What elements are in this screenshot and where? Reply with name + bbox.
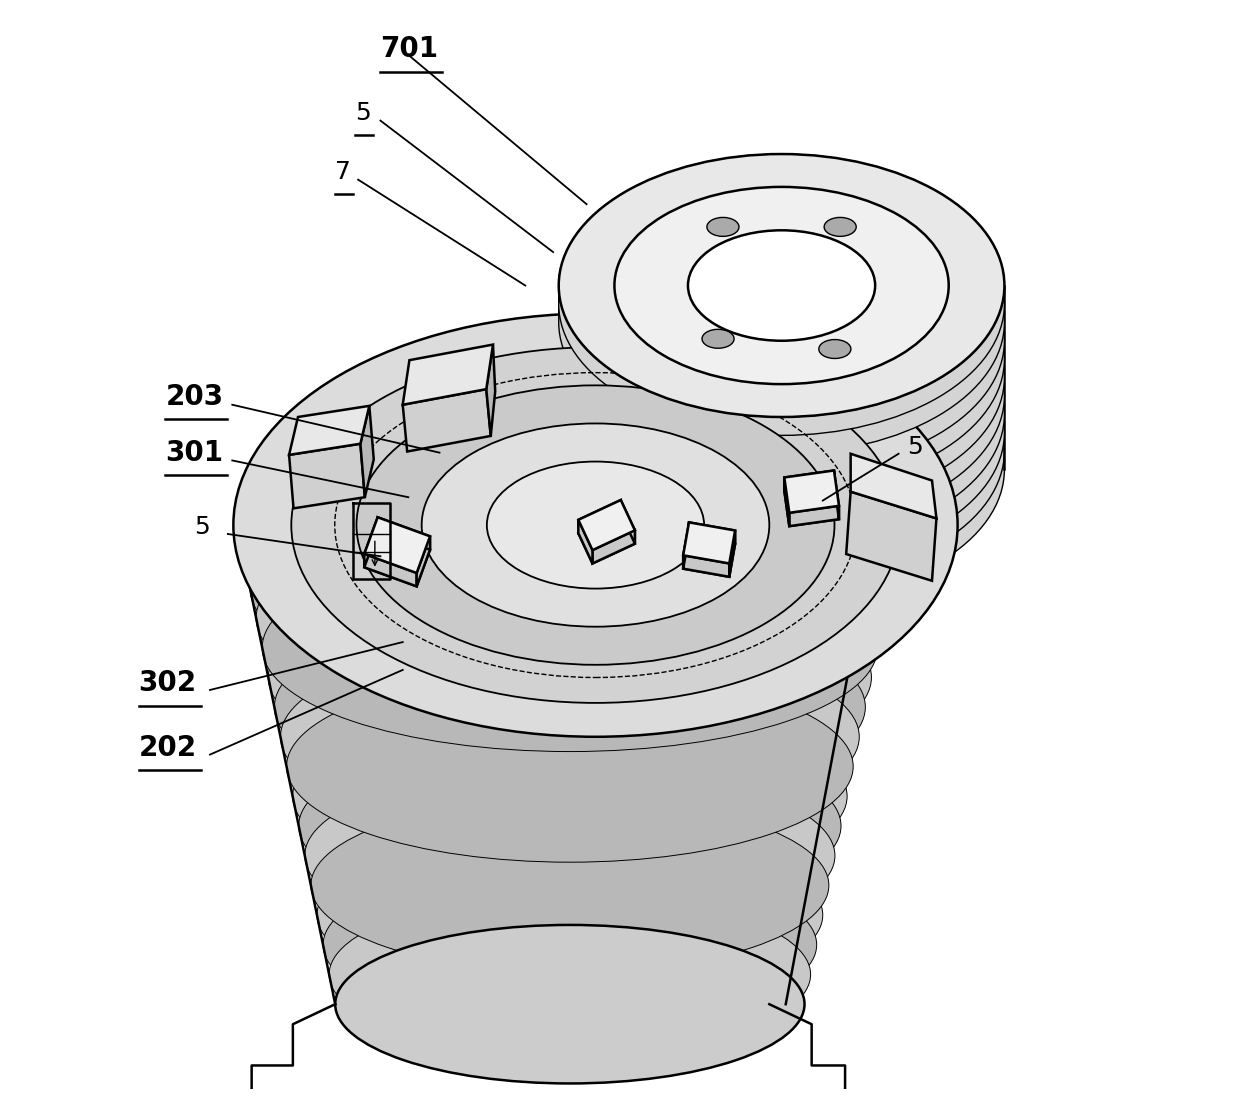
Ellipse shape [356, 385, 835, 665]
Polygon shape [835, 470, 839, 519]
Polygon shape [578, 500, 621, 533]
Ellipse shape [559, 209, 1004, 472]
Ellipse shape [262, 544, 878, 752]
Text: 203: 203 [165, 383, 223, 411]
Ellipse shape [487, 461, 704, 589]
Polygon shape [365, 554, 417, 586]
Polygon shape [578, 514, 635, 563]
Polygon shape [683, 555, 729, 576]
Ellipse shape [559, 163, 1004, 427]
Text: 701: 701 [381, 36, 439, 64]
Polygon shape [365, 531, 430, 586]
Ellipse shape [559, 328, 1004, 592]
Polygon shape [593, 531, 635, 563]
Ellipse shape [559, 292, 1004, 555]
Ellipse shape [305, 766, 835, 945]
Ellipse shape [559, 237, 1004, 499]
Ellipse shape [324, 861, 817, 1028]
Polygon shape [365, 517, 430, 573]
Ellipse shape [250, 480, 889, 696]
Polygon shape [785, 470, 839, 513]
Polygon shape [729, 531, 735, 576]
Ellipse shape [559, 172, 1004, 436]
Text: 202: 202 [139, 734, 197, 762]
Ellipse shape [559, 283, 1004, 546]
Polygon shape [785, 470, 835, 490]
Ellipse shape [244, 448, 895, 669]
Ellipse shape [559, 302, 1004, 564]
Ellipse shape [707, 218, 739, 237]
Ellipse shape [559, 246, 1004, 509]
Text: 5: 5 [908, 436, 924, 459]
Ellipse shape [559, 154, 1004, 417]
Polygon shape [365, 517, 378, 567]
Ellipse shape [317, 830, 823, 1001]
Ellipse shape [818, 340, 851, 359]
Ellipse shape [293, 703, 847, 890]
Ellipse shape [559, 255, 1004, 518]
Ellipse shape [257, 512, 884, 724]
Polygon shape [289, 443, 365, 508]
Polygon shape [578, 500, 635, 550]
Ellipse shape [335, 925, 805, 1083]
Text: 5: 5 [195, 515, 210, 540]
Ellipse shape [329, 894, 811, 1056]
Polygon shape [621, 500, 635, 544]
Polygon shape [361, 405, 373, 497]
Ellipse shape [233, 314, 957, 737]
Text: 302: 302 [139, 669, 197, 697]
Polygon shape [846, 491, 936, 581]
Ellipse shape [291, 347, 900, 703]
Ellipse shape [559, 200, 1004, 462]
Ellipse shape [559, 274, 1004, 536]
Ellipse shape [286, 671, 853, 862]
Polygon shape [578, 519, 593, 563]
Polygon shape [689, 523, 735, 544]
Ellipse shape [559, 319, 1004, 582]
Polygon shape [785, 484, 839, 526]
Ellipse shape [559, 182, 1004, 445]
Ellipse shape [268, 575, 872, 780]
Polygon shape [683, 523, 735, 563]
Ellipse shape [422, 423, 769, 627]
Polygon shape [417, 536, 430, 586]
Ellipse shape [299, 734, 841, 917]
Ellipse shape [559, 154, 1004, 417]
Polygon shape [486, 344, 495, 436]
Polygon shape [683, 536, 735, 576]
Ellipse shape [559, 265, 1004, 527]
Ellipse shape [559, 219, 1004, 481]
Ellipse shape [280, 639, 859, 834]
Ellipse shape [335, 925, 805, 1083]
Ellipse shape [559, 191, 1004, 454]
Polygon shape [785, 477, 790, 526]
Text: 7: 7 [335, 160, 351, 184]
Polygon shape [851, 454, 936, 518]
Polygon shape [403, 344, 494, 404]
Polygon shape [378, 517, 430, 550]
Ellipse shape [559, 337, 1004, 601]
Polygon shape [403, 389, 491, 451]
Ellipse shape [688, 230, 875, 341]
Ellipse shape [559, 311, 1004, 573]
Text: 301: 301 [165, 439, 223, 467]
Ellipse shape [559, 228, 1004, 490]
Polygon shape [683, 523, 689, 569]
Ellipse shape [702, 330, 734, 349]
Polygon shape [289, 405, 370, 455]
Ellipse shape [311, 798, 828, 973]
Ellipse shape [274, 608, 866, 806]
Polygon shape [790, 506, 839, 526]
Ellipse shape [825, 218, 857, 237]
Text: 5: 5 [355, 101, 371, 125]
Ellipse shape [615, 187, 949, 384]
